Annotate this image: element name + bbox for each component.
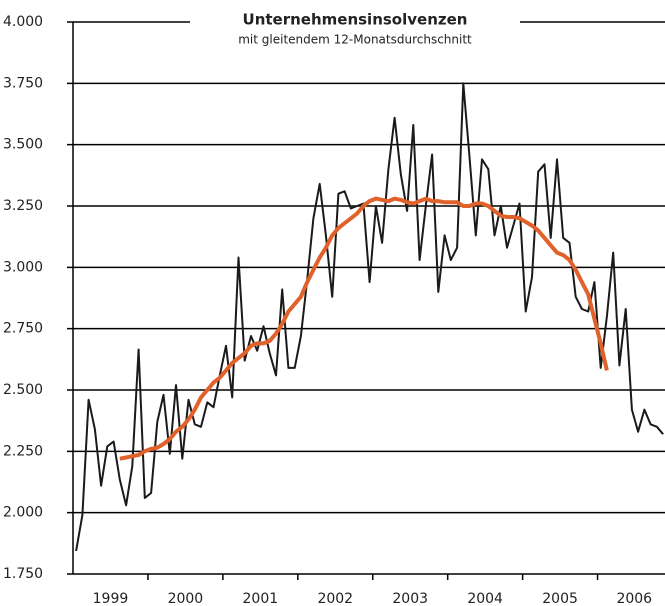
y-tick-label: 2.000 bbox=[3, 505, 43, 521]
y-tick-label: 3.500 bbox=[3, 137, 43, 153]
x-tick-label: 2001 bbox=[243, 591, 279, 606]
series-line bbox=[119, 196, 609, 461]
y-tick-label: 3.250 bbox=[3, 198, 43, 214]
x-tick-label: 2000 bbox=[168, 591, 204, 606]
chart-title: Unternehmensinsolvenzen bbox=[243, 11, 468, 29]
x-tick-label: 2005 bbox=[542, 591, 578, 606]
y-tick-label: 2.500 bbox=[3, 382, 43, 398]
series-line bbox=[75, 82, 664, 552]
x-tick-label: 2004 bbox=[467, 591, 503, 606]
y-tick-label: 3.000 bbox=[3, 259, 43, 275]
title-box bbox=[190, 8, 520, 50]
x-tick-label: 2002 bbox=[317, 591, 353, 606]
y-tick-label: 3.750 bbox=[3, 75, 43, 91]
x-tick-label: 2003 bbox=[392, 591, 428, 606]
y-tick-label: 2.250 bbox=[3, 443, 43, 459]
x-tick-label: 1999 bbox=[93, 591, 129, 606]
y-tick-label: 4.000 bbox=[3, 14, 43, 30]
y-tick-label: 2.750 bbox=[3, 321, 43, 337]
chart-subtitle: mit gleitendem 12-Monatsdurchschnitt bbox=[238, 33, 472, 47]
x-tick-label: 2006 bbox=[616, 591, 652, 606]
y-tick-label: 1.750 bbox=[3, 566, 43, 582]
